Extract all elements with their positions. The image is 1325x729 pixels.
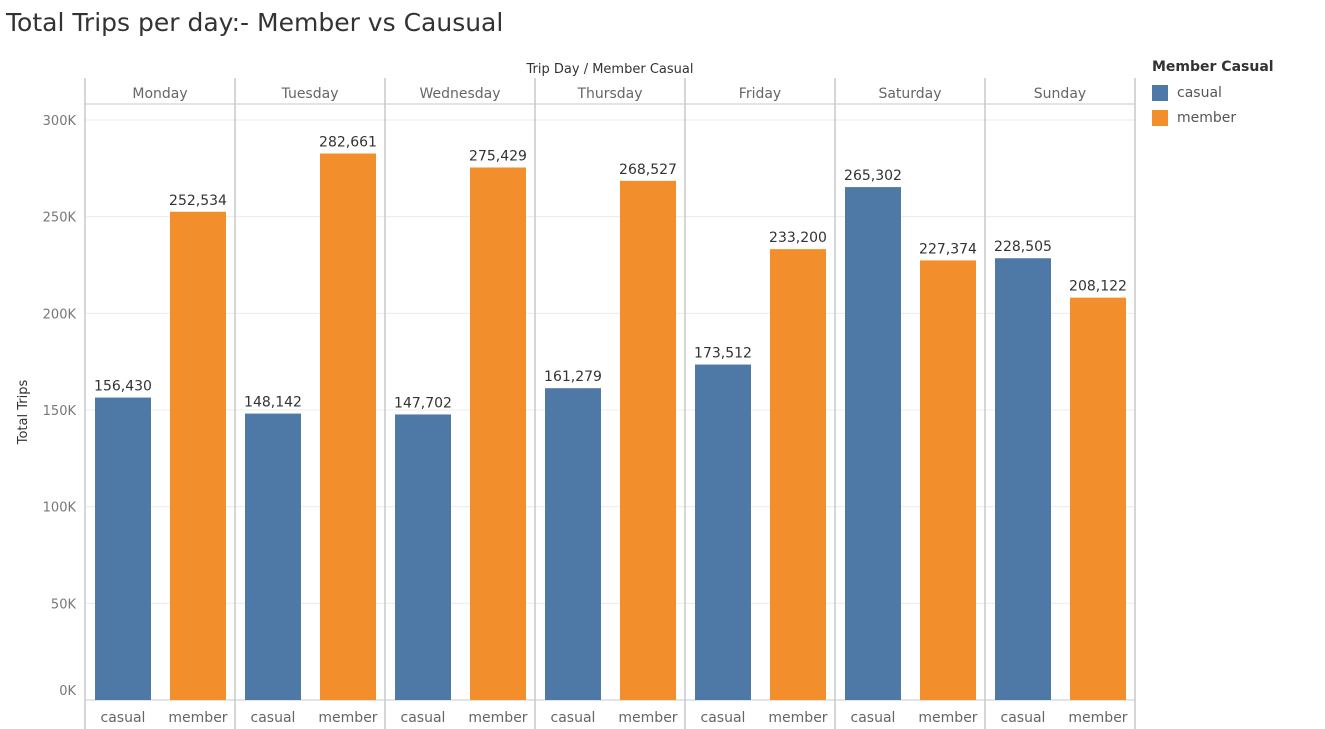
y-tick-label-2: 100K (43, 501, 77, 516)
data-label-thursday-member: 268,527 (619, 162, 677, 178)
data-label-friday-casual: 173,512 (694, 346, 752, 362)
legend-swatch-casual (1152, 84, 1168, 101)
data-label-sunday-member: 208,122 (1069, 279, 1127, 295)
bar-monday-casual (95, 397, 151, 700)
x-tick-label-tuesday-casual: casual (251, 710, 296, 726)
data-label-monday-member: 252,534 (169, 193, 227, 209)
day-header-saturday: Saturday (878, 86, 941, 102)
day-header-thursday: Thursday (576, 86, 642, 102)
x-tick-label-friday-casual: casual (701, 710, 746, 726)
day-header-tuesday: Tuesday (281, 86, 339, 102)
x-tick-label-saturday-member: member (918, 710, 977, 726)
data-label-monday-casual: 156,430 (94, 379, 152, 395)
bar-friday-casual (695, 364, 751, 700)
data-label-tuesday-member: 282,661 (319, 135, 377, 151)
day-header-wednesday: Wednesday (419, 86, 500, 102)
chart-title: Total Trips per day:- Member vs Causual (6, 8, 504, 37)
day-header-monday: Monday (132, 86, 187, 102)
y-tick-label-3: 150K (43, 404, 77, 419)
x-tick-label-saturday-casual: casual (851, 710, 896, 726)
bar-saturday-member (920, 260, 976, 700)
x-tick-label-tuesday-member: member (318, 710, 377, 726)
legend-item-casual[interactable]: casual (1152, 80, 1274, 105)
data-label-saturday-member: 227,374 (919, 241, 977, 257)
bar-thursday-member (620, 180, 676, 701)
legend: Member Casual casual member (1152, 59, 1274, 130)
x-tick-label-thursday-member: member (618, 710, 677, 726)
legend-swatch-member (1152, 109, 1168, 126)
y-tick-label-5: 250K (43, 211, 77, 226)
y-tick-label-1: 50K (51, 597, 77, 612)
column-header: Trip Day / Member Casual (526, 62, 694, 77)
x-tick-label-sunday-casual: casual (1001, 710, 1046, 726)
bar-sunday-member (1070, 297, 1126, 700)
legend-item-member[interactable]: member (1152, 105, 1274, 130)
legend-label-member: member (1177, 109, 1237, 126)
y-tick-label-4: 200K (43, 307, 77, 322)
x-tick-label-wednesday-member: member (468, 710, 527, 726)
bar-wednesday-casual (395, 414, 451, 700)
y-tick-label-6: 300K (43, 114, 77, 129)
x-tick-label-wednesday-casual: casual (401, 710, 446, 726)
x-tick-label-monday-casual: casual (101, 710, 146, 726)
data-label-wednesday-casual: 147,702 (394, 395, 452, 411)
x-tick-label-thursday-casual: casual (551, 710, 596, 726)
x-tick-label-monday-member: member (168, 710, 227, 726)
data-label-sunday-casual: 228,505 (994, 239, 1052, 255)
x-tick-label-friday-member: member (768, 710, 827, 726)
bar-friday-member (770, 249, 826, 700)
bar-thursday-casual (545, 388, 601, 700)
x-tick-label-sunday-member: member (1068, 710, 1127, 726)
legend-label-casual: casual (1177, 84, 1222, 101)
day-header-sunday: Sunday (1034, 86, 1086, 102)
bar-tuesday-casual (245, 413, 301, 700)
bar-monday-member (170, 211, 226, 701)
y-axis-title: Total Trips (16, 380, 31, 446)
day-header-friday: Friday (739, 86, 781, 102)
data-label-saturday-casual: 265,302 (844, 168, 902, 184)
legend-title: Member Casual (1152, 59, 1274, 75)
data-label-tuesday-casual: 148,142 (244, 395, 302, 411)
bar-tuesday-member (320, 153, 376, 700)
bar-sunday-casual (995, 258, 1051, 700)
data-label-thursday-casual: 161,279 (544, 369, 602, 385)
data-label-wednesday-member: 275,429 (469, 149, 527, 165)
y-tick-label-0: 0K (59, 684, 76, 699)
bar-saturday-casual (845, 187, 901, 701)
data-label-friday-member: 233,200 (769, 230, 827, 246)
bar-wednesday-member (470, 167, 526, 701)
